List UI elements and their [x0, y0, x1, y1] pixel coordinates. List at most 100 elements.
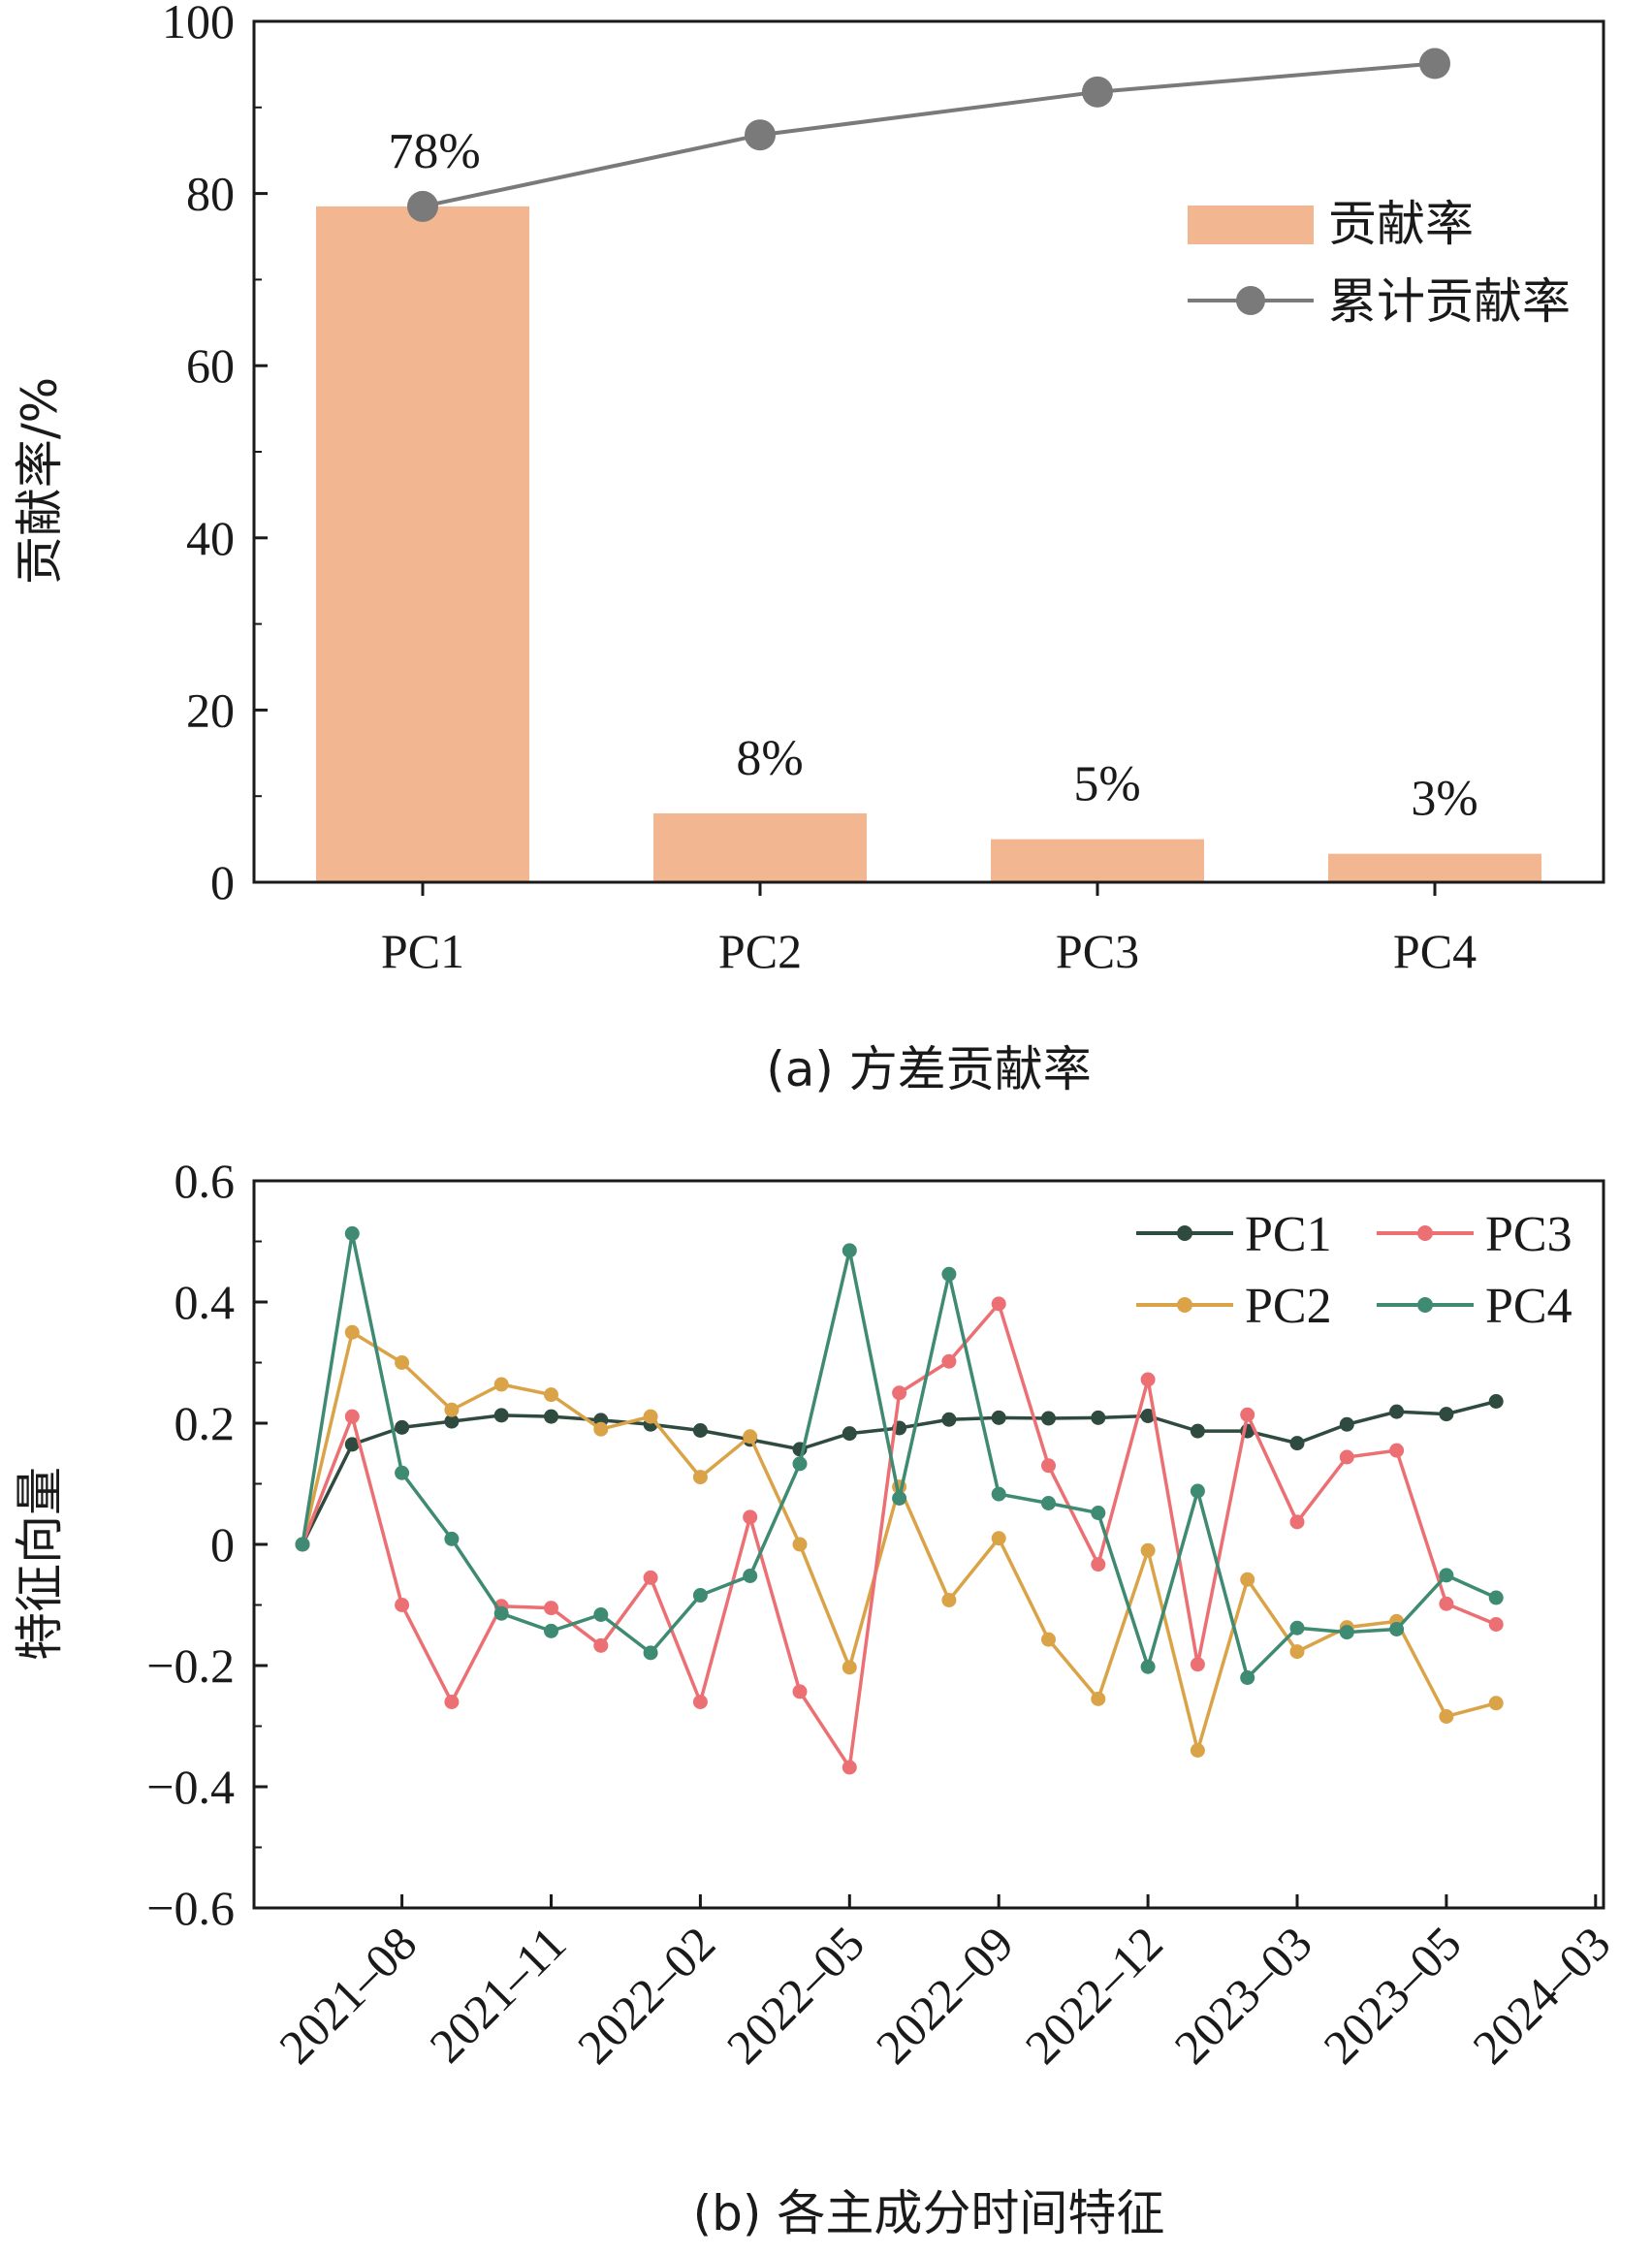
- legend-label: PC1: [1245, 1207, 1332, 1262]
- point-PC3: [544, 1601, 558, 1616]
- y-axis-title: 特征向量: [12, 1467, 68, 1661]
- x-tick-label: 2024–03: [1462, 1916, 1620, 2074]
- x-tick-label: PC3: [1056, 924, 1139, 978]
- point-PC4: [1488, 1590, 1504, 1605]
- panel-caption: (b) 各主成分时间特征: [693, 2185, 1165, 2241]
- x-tick-label: PC4: [1393, 924, 1477, 978]
- data-label: 5%: [1073, 757, 1140, 812]
- x-tick-label: 2022–09: [866, 1916, 1024, 2074]
- point-PC2: [991, 1531, 1006, 1546]
- point-PC3: [1091, 1557, 1106, 1572]
- point-PC4: [1289, 1620, 1305, 1636]
- point-PC3: [1240, 1407, 1255, 1422]
- point-PC4: [1339, 1625, 1354, 1640]
- point-PC4: [295, 1537, 310, 1552]
- point-PC2: [444, 1402, 460, 1417]
- point-PC3: [792, 1684, 808, 1699]
- point-PC2: [692, 1470, 708, 1485]
- legend-marker-PC2: [1177, 1297, 1192, 1313]
- legend-marker-PC1: [1177, 1225, 1192, 1241]
- bar-PC4: [1328, 853, 1541, 882]
- point-PC3: [1041, 1458, 1056, 1474]
- x-tick-label: PC2: [718, 924, 802, 978]
- cumulative-point-PC1: [407, 190, 438, 222]
- point-PC4: [395, 1465, 410, 1480]
- point-PC1: [1140, 1409, 1156, 1423]
- point-PC1: [1339, 1416, 1354, 1432]
- y-tick-label: 40: [186, 511, 235, 565]
- x-tick-label: 2022–02: [567, 1916, 725, 2074]
- x-tick-label: PC1: [381, 924, 464, 978]
- point-PC1: [941, 1412, 957, 1427]
- point-PC3: [991, 1296, 1006, 1312]
- point-PC2: [1240, 1572, 1255, 1587]
- point-PC1: [692, 1423, 708, 1438]
- data-label: 78%: [388, 124, 480, 179]
- x-tick-label: 2023–05: [1313, 1916, 1471, 2074]
- point-PC3: [593, 1637, 609, 1653]
- point-PC4: [1439, 1568, 1454, 1583]
- series-line-PC3: [301, 1300, 1497, 1772]
- legend-label: 贡献率: [1328, 196, 1474, 252]
- y-tick-label: 0: [210, 855, 235, 909]
- point-PC2: [643, 1409, 658, 1424]
- point-PC1: [1041, 1411, 1056, 1426]
- y-axis-title: 贡献率/%: [12, 377, 68, 585]
- point-PC1: [1289, 1436, 1305, 1451]
- point-PC2: [743, 1429, 758, 1445]
- point-PC4: [1140, 1659, 1156, 1674]
- panel-caption: (a) 方差贡献率: [766, 1041, 1092, 1097]
- point-PC4: [544, 1623, 558, 1638]
- point-PC2: [842, 1660, 857, 1675]
- point-PC3: [1190, 1657, 1205, 1672]
- y-tick-label: −0.2: [146, 1638, 235, 1693]
- point-PC2: [395, 1355, 410, 1370]
- point-PC3: [1339, 1449, 1354, 1465]
- y-tick-label: 100: [162, 0, 235, 48]
- point-PC2: [941, 1593, 957, 1607]
- x-tick-label: 2021–08: [269, 1916, 427, 2074]
- y-tick-label: 80: [186, 167, 235, 221]
- cumulative-line: [422, 61, 1436, 208]
- point-PC3: [743, 1509, 758, 1525]
- point-PC4: [1190, 1483, 1205, 1499]
- data-label: 3%: [1411, 772, 1477, 827]
- y-tick-label: 0.6: [175, 1154, 236, 1208]
- point-PC2: [1091, 1691, 1106, 1706]
- point-PC1: [1488, 1394, 1504, 1409]
- legend-marker: [1236, 286, 1265, 315]
- point-PC4: [941, 1266, 957, 1282]
- point-PC2: [1439, 1709, 1454, 1724]
- point-PC2: [493, 1377, 509, 1392]
- point-PC4: [743, 1569, 758, 1583]
- point-PC1: [1190, 1423, 1205, 1439]
- point-PC3: [1488, 1617, 1504, 1632]
- point-PC4: [892, 1491, 907, 1506]
- point-PC1: [1439, 1407, 1454, 1422]
- point-PC1: [444, 1413, 460, 1429]
- bar-PC2: [653, 812, 867, 882]
- point-PC1: [1389, 1404, 1405, 1419]
- point-PC1: [1091, 1410, 1106, 1425]
- cumulative-point-PC3: [1082, 76, 1113, 108]
- point-PC4: [1389, 1622, 1405, 1636]
- point-PC4: [991, 1486, 1006, 1502]
- point-PC1: [991, 1410, 1006, 1425]
- point-PC4: [593, 1607, 609, 1622]
- point-PC3: [1439, 1596, 1454, 1611]
- cumulative-point-PC4: [1419, 48, 1450, 79]
- legend-label: PC3: [1485, 1207, 1573, 1262]
- point-PC1: [842, 1426, 857, 1442]
- panel-a-bar-chart: 0 20 40 60 80 100 PC1 PC2 PC3 PC4 78% 8% 5% 3% 贡献率累计贡献…: [12, 0, 1605, 1097]
- point-PC3: [1389, 1443, 1405, 1458]
- y-tick-label: 60: [186, 338, 235, 393]
- legend-label: 累计贡献率: [1328, 273, 1571, 330]
- point-PC2: [1140, 1542, 1156, 1558]
- panel-b-line-chart: 0.60.40.20−0.2−0.4−0.62021–082021–112022…: [12, 1154, 1621, 2241]
- point-PC3: [1140, 1372, 1156, 1387]
- point-PC4: [1091, 1506, 1106, 1520]
- point-PC4: [1240, 1670, 1255, 1685]
- point-PC4: [493, 1605, 509, 1621]
- point-PC3: [941, 1353, 957, 1369]
- point-PC4: [444, 1531, 460, 1546]
